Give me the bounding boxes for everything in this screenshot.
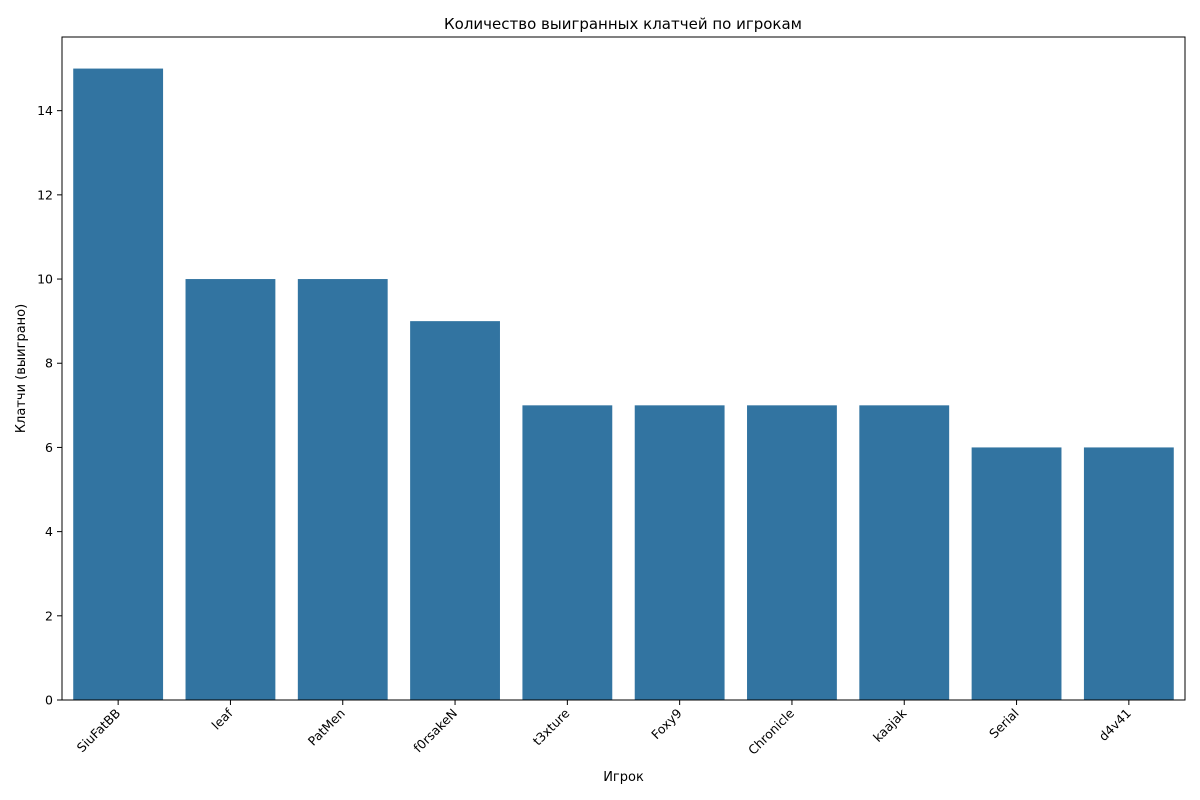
y-axis-label: Клатчи (выиграно) <box>14 304 29 433</box>
bar-kaajak <box>859 405 950 700</box>
x-tick-label: t3xture <box>530 705 573 748</box>
y-tick-label: 4 <box>45 524 53 539</box>
y-tick-label: 6 <box>45 440 53 455</box>
y-tick-label: 14 <box>37 103 53 118</box>
y-tick-label: 8 <box>45 356 53 371</box>
x-tick-label: PatMen <box>305 706 348 749</box>
bar-d4v41 <box>1083 447 1174 700</box>
x-tick-label: SiuFatBB <box>74 706 124 756</box>
x-tick-label: Serial <box>986 706 1022 742</box>
bar-Foxy9 <box>634 405 725 700</box>
bar-Serial <box>971 447 1062 700</box>
chart-title: Количество выигранных клатчей по игрокам <box>444 15 802 33</box>
bar-SiuFatBB <box>73 68 164 701</box>
bar-f0rsakeN <box>410 321 500 700</box>
bar-PatMen <box>297 279 388 700</box>
y-tick-label: 2 <box>45 608 53 623</box>
x-axis-label: Игрок <box>603 770 644 785</box>
x-tick-label: d4v41 <box>1096 706 1134 744</box>
plot-area-frame <box>61 36 1186 701</box>
bar-leaf <box>185 279 276 700</box>
x-tick-label: leaf <box>209 705 236 732</box>
x-tick-label: Foxy9 <box>648 705 685 742</box>
y-tick-label: 10 <box>37 272 53 287</box>
bar-t3xture <box>522 405 613 700</box>
x-tick-label: f0rsakeN <box>410 706 460 756</box>
bars-group <box>73 68 1174 701</box>
x-tick-label: kaajak <box>870 705 910 745</box>
bar-Chronicle <box>747 405 837 700</box>
x-tick-label: Chronicle <box>745 705 797 757</box>
y-axis: 0 2 4 6 8 10 12 14 <box>37 103 62 708</box>
x-axis: SiuFatBB leaf PatMen f0rsakeN t3xture Foxy9 Ch… <box>74 700 1134 758</box>
y-tick-label: 0 <box>45 693 53 708</box>
y-tick-label: 12 <box>37 187 53 202</box>
